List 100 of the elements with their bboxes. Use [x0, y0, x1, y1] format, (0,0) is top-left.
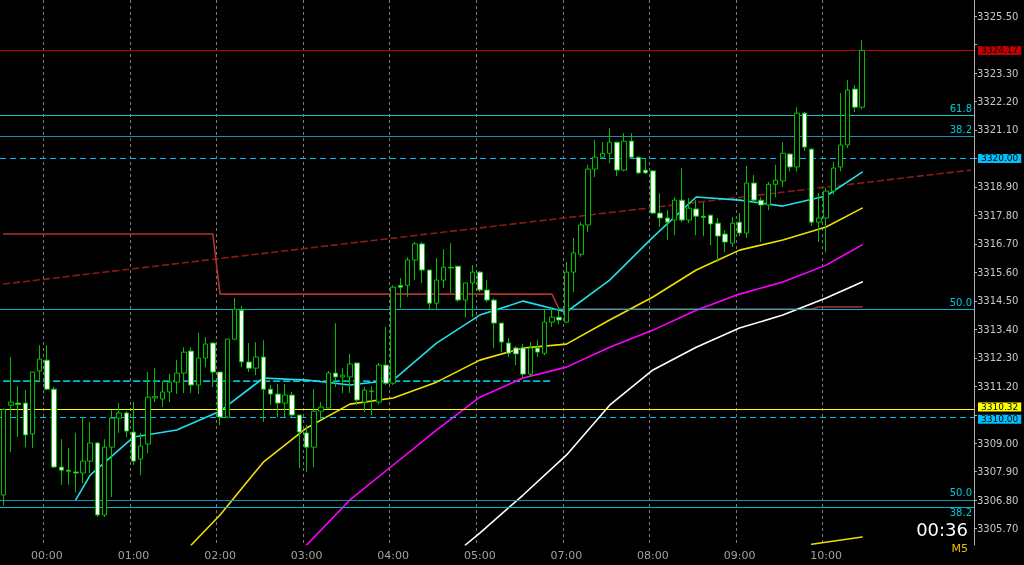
- candlestick: [708, 214, 713, 246]
- candlestick: [535, 339, 540, 358]
- y-tick-label: 3313.40: [977, 323, 1019, 335]
- x-tick-label: 02:00: [204, 549, 236, 562]
- candlestick: [809, 147, 814, 227]
- candlestick: [845, 79, 850, 149]
- candlestick: [499, 322, 504, 353]
- candlestick: [665, 209, 670, 241]
- candlestick: [138, 432, 143, 476]
- candlestick: [304, 424, 309, 473]
- y-tick-label: 3306.80: [977, 494, 1019, 506]
- y-tick-label: 3311.20: [977, 380, 1019, 392]
- annotation: 38.2: [949, 507, 972, 519]
- candlestick: [600, 141, 605, 159]
- candlestick: [131, 401, 136, 466]
- y-tick-label: 3317.80: [977, 209, 1019, 221]
- y-tick-label: 3325.50: [977, 10, 1019, 22]
- x-tick-label: 10:00: [810, 549, 842, 562]
- line-series: [305, 244, 863, 546]
- y-tick-label: 3307.90: [977, 466, 1019, 478]
- candlestick: [196, 332, 201, 395]
- annotation: 00:36: [916, 518, 968, 540]
- candlestick: [427, 269, 432, 311]
- candlestick: [261, 339, 266, 423]
- candlestick: [37, 344, 42, 383]
- y-tick-label: 3309.00: [977, 437, 1019, 449]
- candlestick: [441, 248, 446, 289]
- y-tick-label: 3323.30: [977, 67, 1019, 79]
- candlestick: [232, 297, 237, 341]
- candlestick: [766, 181, 771, 211]
- y-tick-label: 3318.90: [977, 181, 1019, 193]
- ref-line-label: 3320.00: [981, 153, 1019, 164]
- candlestick: [773, 164, 778, 198]
- line-series: [464, 281, 863, 546]
- candlestick: [542, 308, 547, 356]
- candlestick: [730, 216, 735, 248]
- candlestick: [564, 261, 569, 324]
- candlestick: [59, 438, 64, 486]
- annotation: 61.8: [949, 103, 972, 115]
- y-tick-label: 3314.50: [977, 295, 1019, 307]
- candlestick: [701, 201, 706, 237]
- candlestick: [470, 264, 475, 318]
- candlestick: [124, 410, 129, 438]
- candlestick: [571, 237, 576, 293]
- candlestick: [326, 370, 331, 409]
- x-tick-label: 08:00: [637, 549, 669, 562]
- candlestick: [297, 414, 302, 469]
- y-tick-label: 3321.10: [977, 124, 1019, 136]
- candlestick: [405, 256, 410, 298]
- ref-line-label: 3310.32: [981, 402, 1019, 413]
- candlestick: [737, 212, 742, 237]
- y-tick-label: 3315.60: [977, 266, 1019, 278]
- candlestick: [629, 132, 634, 159]
- x-tick-label: 00:00: [31, 549, 63, 562]
- ref-line-label: 3310.00: [981, 414, 1019, 425]
- y-tick-label: 3305.70: [977, 523, 1019, 535]
- candlestick: [203, 336, 208, 368]
- candlestick: [225, 338, 230, 419]
- ref-line-label: 3324.17: [981, 45, 1019, 56]
- candlestick: [398, 277, 403, 309]
- line-series: [2, 233, 863, 310]
- x-tick-label: 03:00: [290, 549, 323, 562]
- candlestick: [463, 282, 468, 318]
- x-tick-label: 05:00: [463, 549, 496, 562]
- candlestick: [672, 196, 677, 236]
- candlestick: [1, 407, 6, 506]
- candlestick: [30, 371, 35, 449]
- line-series: [190, 207, 863, 546]
- candlestick: [369, 385, 374, 416]
- candlestick: [802, 111, 807, 152]
- x-tick-label: 09:00: [723, 549, 756, 562]
- candlestick: [636, 156, 641, 175]
- candlestick: [239, 305, 244, 368]
- candlestick: [95, 441, 100, 518]
- candlestick: [528, 341, 533, 378]
- candlestick: [23, 389, 28, 448]
- candlestick: [434, 257, 439, 311]
- candlestick: [643, 157, 648, 175]
- annotation: 38.2: [949, 123, 972, 135]
- candlestick: [102, 438, 107, 518]
- x-tick-label: 07:00: [550, 549, 583, 562]
- y-tick-label: 3312.30: [977, 352, 1019, 364]
- annotation: 50.0: [949, 487, 972, 499]
- candlestick: [831, 161, 836, 196]
- candlestick: [838, 92, 843, 172]
- candlestick: [744, 165, 749, 239]
- x-tick-label: 01:00: [117, 549, 150, 562]
- annotation: M5: [951, 542, 969, 555]
- line-series: [74, 171, 863, 501]
- annotation: 50.0: [949, 296, 972, 308]
- x-tick-label: 04:00: [377, 549, 410, 562]
- y-tick-label: 3316.70: [977, 238, 1019, 250]
- candlestick: [333, 322, 338, 388]
- candlestick: [607, 127, 612, 164]
- candlestick: [506, 337, 511, 358]
- candlestick: [362, 386, 367, 413]
- candlestick: [66, 447, 71, 486]
- candlestick: [340, 367, 345, 394]
- candlestick: [268, 384, 273, 406]
- y-tick-label: 3322.20: [977, 95, 1019, 107]
